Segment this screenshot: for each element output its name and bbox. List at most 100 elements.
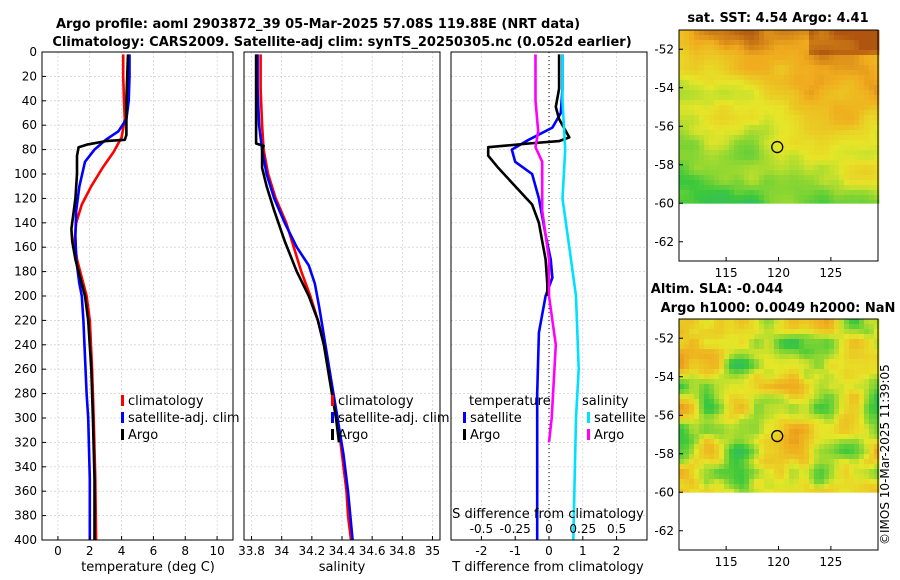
map-cell [849,359,855,365]
legend-label-argo: Argo [128,428,158,443]
map-cell [829,105,835,111]
map-cell [859,364,865,370]
map-cell [694,175,700,181]
map-cell [829,130,835,136]
map-cell [679,115,685,121]
map-cell [859,324,865,330]
map-cell [874,110,880,116]
map-cell [714,60,720,66]
map-cell [859,454,865,460]
map-cell [779,344,785,350]
map-cell [784,374,790,380]
map-cell [804,329,810,335]
map-cell [799,359,805,365]
map-cell [784,135,790,141]
map-cell [769,414,775,420]
map-cell [724,319,730,325]
map-cell [719,50,725,56]
map-cell [784,464,790,470]
map-cell [724,195,730,201]
map-cell [689,469,695,475]
map-cell [709,479,715,485]
map-cell [859,105,865,111]
map-cell [844,374,850,380]
map-cell [679,30,685,36]
map-cell [764,100,770,106]
map-cell [824,479,830,485]
map-cell [749,384,755,390]
map-cell [789,474,795,480]
map-cell [759,394,765,400]
map-cell [769,399,775,405]
map-cell [699,45,705,51]
map-cell [679,389,685,395]
map-cell [709,319,715,325]
map-cell [794,364,800,370]
map-cell [749,439,755,445]
map-cell [824,60,830,66]
map-cell [759,180,765,186]
map-cell [694,125,700,131]
map-cell [734,140,740,146]
map-cell [859,130,865,136]
map-cell [869,429,875,435]
map-cell [784,150,790,156]
map-cell [749,155,755,161]
s-difference-tick-label: 0.5 [607,522,626,536]
map-cell [679,354,685,360]
map-cell [709,389,715,395]
map-cell [724,464,730,470]
map-cell [869,344,875,350]
map-cell [769,374,775,380]
map-cell [834,85,840,91]
map-cell [789,135,795,141]
map-cell [864,175,870,181]
map-cell [844,60,850,66]
map-cell [829,85,835,91]
map-cell [799,190,805,196]
map-cell [699,95,705,101]
map-cell [689,424,695,430]
map-cell [844,389,850,395]
map-cell [824,489,830,493]
map-cell [814,110,820,116]
map-cell [829,180,835,186]
map-cell [719,30,725,36]
map-cell [849,419,855,425]
map-cell [784,190,790,196]
map-cell [694,105,700,111]
map-cell [774,135,780,141]
map-cell [749,175,755,181]
map-cell [679,35,685,41]
map-cell [804,379,810,385]
map-cell [854,444,860,450]
map-cell [859,319,865,325]
map-cell [734,75,740,81]
map-cell [719,150,725,156]
map-cell [699,180,705,186]
map-cell [694,444,700,450]
map-cell [844,364,850,370]
map-cell [689,50,695,56]
map-cell [874,45,880,51]
map-cell [859,160,865,166]
legend-swatch-t-satellite [463,412,466,423]
map-cell [719,35,725,41]
map-cell [849,374,855,380]
map-cell [809,489,815,493]
map-cell [774,474,780,480]
map-cell [789,45,795,51]
map-cell [829,469,835,475]
map-cell [874,195,880,201]
map-cell [824,399,830,405]
map-cell [794,469,800,475]
map-cell [734,389,740,395]
map-cell [714,459,720,465]
map-cell [689,319,695,325]
map-cell [864,125,870,131]
map-cell [874,125,880,131]
map-cell [739,374,745,380]
map-cell [734,469,740,475]
map-cell [839,424,845,430]
map-cell [719,469,725,475]
